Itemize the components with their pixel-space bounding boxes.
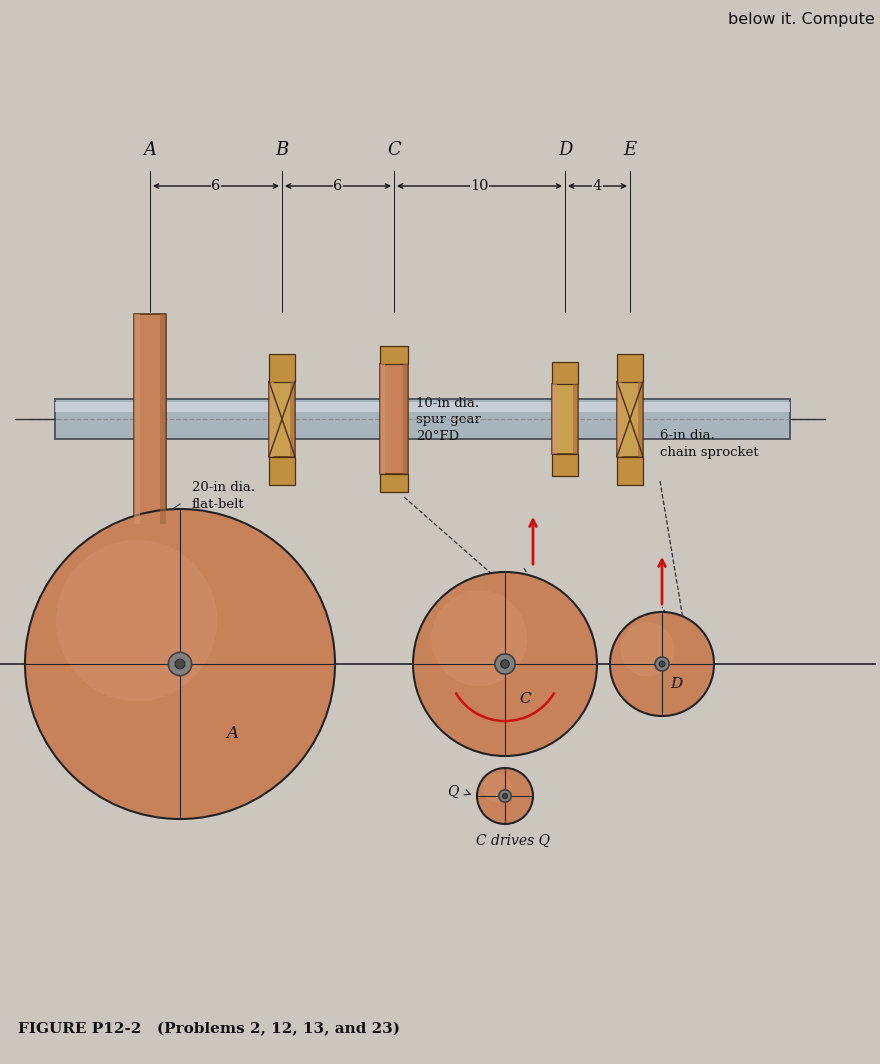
Text: B: B — [275, 142, 289, 159]
Bar — [638, 382, 643, 456]
Bar — [290, 382, 295, 456]
Bar — [55, 399, 790, 439]
Text: 6: 6 — [211, 179, 221, 193]
Circle shape — [620, 622, 674, 677]
Text: Q: Q — [447, 785, 458, 799]
Bar — [269, 382, 274, 456]
Circle shape — [175, 659, 185, 669]
Circle shape — [168, 652, 192, 676]
Text: below it. Compute: below it. Compute — [729, 12, 875, 27]
Text: 4: 4 — [593, 179, 602, 193]
Bar — [380, 364, 385, 473]
Text: 6-in dia.
chain sprocket: 6-in dia. chain sprocket — [660, 429, 759, 459]
Text: 10-in dia.
spur gear
20°FD: 10-in dia. spur gear 20°FD — [416, 397, 480, 443]
Text: 20-in dia.
flat-belt
pulley: 20-in dia. flat-belt pulley — [192, 481, 255, 527]
Bar — [617, 456, 643, 484]
Circle shape — [431, 591, 527, 686]
Bar — [574, 384, 578, 454]
Circle shape — [25, 509, 335, 819]
Bar — [55, 432, 790, 439]
Circle shape — [499, 789, 511, 802]
Bar — [380, 473, 408, 492]
Bar — [134, 314, 166, 523]
Circle shape — [610, 612, 714, 716]
Bar — [134, 314, 140, 523]
Bar — [380, 346, 408, 364]
Text: 10: 10 — [470, 179, 488, 193]
Text: C: C — [387, 142, 401, 159]
Bar — [269, 456, 295, 484]
Bar — [617, 353, 643, 382]
Text: D: D — [670, 677, 682, 691]
Circle shape — [56, 541, 217, 701]
Bar — [269, 353, 295, 382]
Bar — [552, 362, 578, 384]
Bar — [403, 364, 408, 473]
Text: C: C — [519, 692, 531, 706]
Bar — [552, 454, 578, 476]
Bar — [617, 382, 621, 456]
Circle shape — [655, 656, 669, 671]
Circle shape — [502, 794, 508, 799]
Bar — [617, 382, 643, 456]
Text: A: A — [143, 142, 157, 159]
Text: E: E — [623, 142, 636, 159]
Bar — [380, 364, 408, 473]
Circle shape — [482, 774, 511, 802]
Bar — [552, 384, 578, 454]
Bar — [160, 314, 166, 523]
Bar — [552, 384, 557, 454]
Text: FIGURE P12-2   (Problems 2, 12, 13, and 23): FIGURE P12-2 (Problems 2, 12, 13, and 23… — [18, 1021, 400, 1036]
Bar — [269, 382, 295, 456]
Bar — [55, 402, 790, 412]
Text: D: D — [558, 142, 572, 159]
Circle shape — [659, 661, 665, 667]
Circle shape — [477, 768, 533, 824]
Text: 6: 6 — [334, 179, 342, 193]
Text: C drives Q: C drives Q — [476, 834, 550, 848]
Circle shape — [501, 660, 510, 668]
Circle shape — [413, 572, 597, 757]
Circle shape — [495, 654, 515, 675]
Text: A: A — [226, 726, 238, 743]
